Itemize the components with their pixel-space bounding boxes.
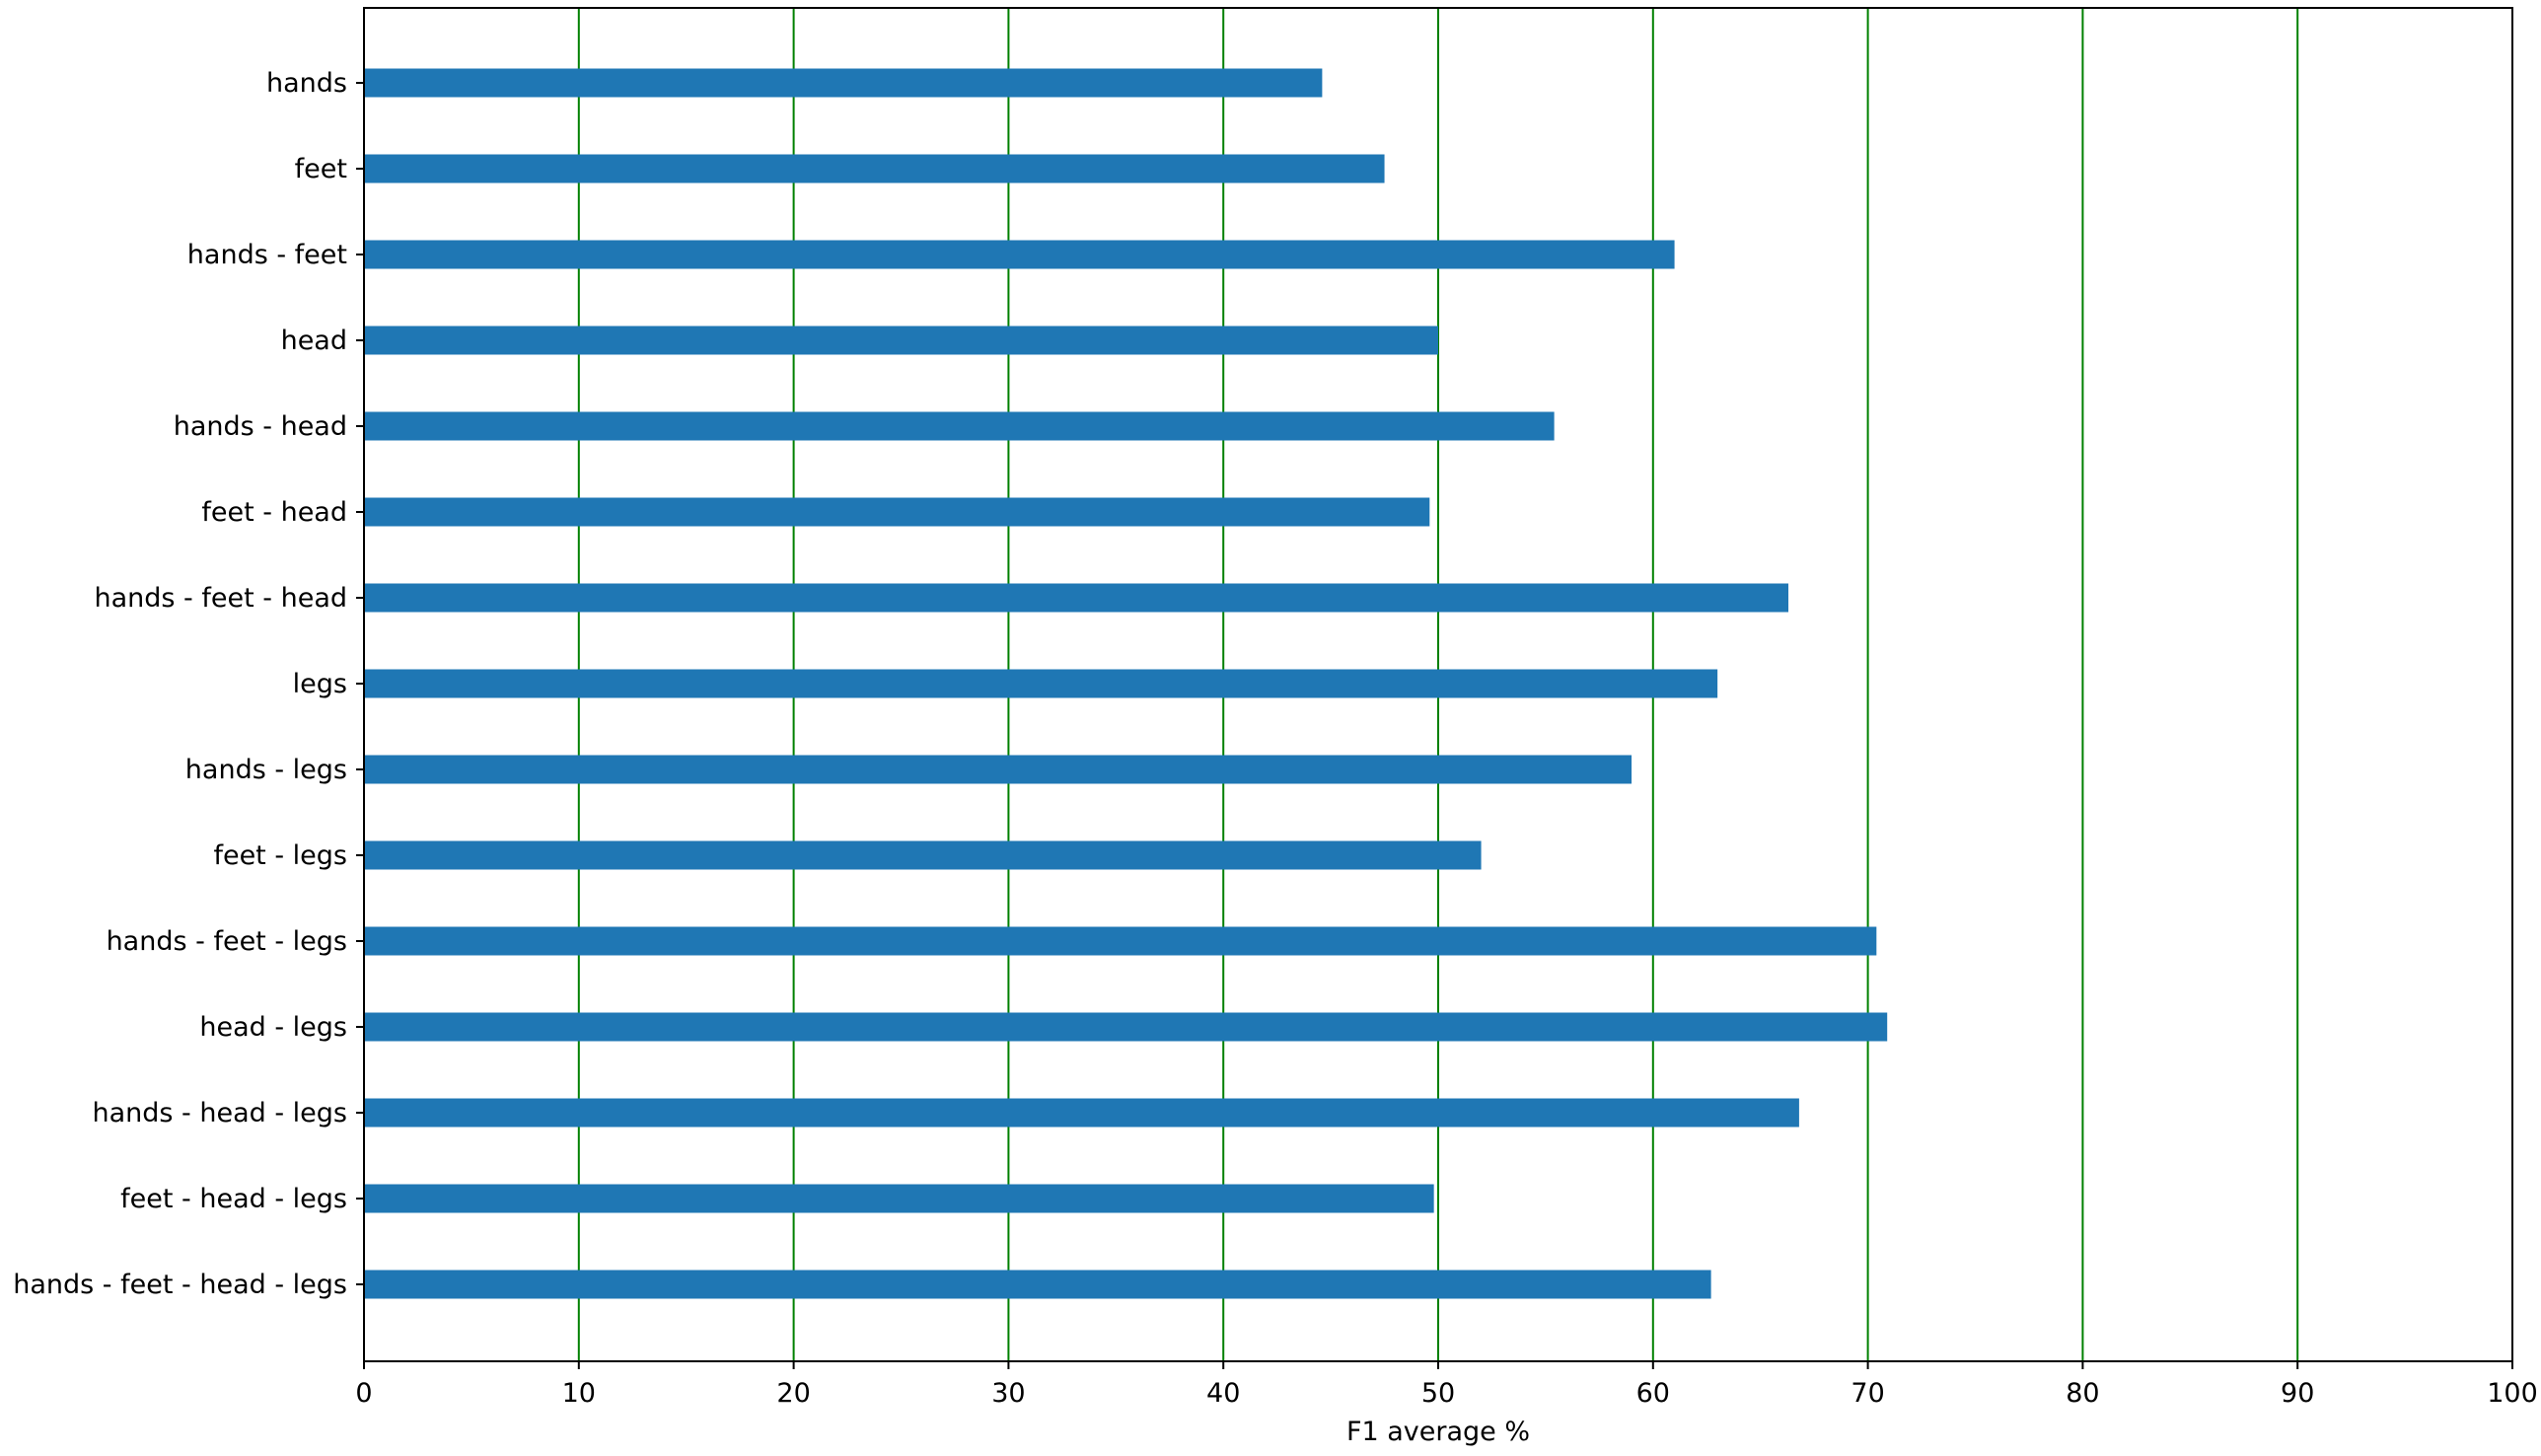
x-tick-label: 0	[355, 1378, 372, 1409]
bar-hands-feet-head-legs	[364, 1270, 1711, 1299]
bar-hands-head	[364, 411, 1555, 441]
y-tick-label: feet	[295, 154, 347, 184]
bar-legs	[364, 669, 1718, 698]
y-tick-label: hands - legs	[185, 755, 347, 785]
x-tick-label: 50	[1421, 1378, 1455, 1409]
plot-frame	[363, 7, 2513, 1362]
y-tick-label: hands - feet	[187, 240, 347, 270]
bar-feet-head	[364, 497, 1430, 527]
y-tick-label: hands - feet - legs	[107, 926, 347, 957]
x-tick-label: 10	[562, 1378, 596, 1409]
x-axis-label: F1 average %	[1346, 1417, 1530, 1447]
y-tick-label: feet - legs	[213, 840, 347, 871]
y-tick-label: legs	[293, 669, 347, 699]
bar-hands-head-legs	[364, 1098, 1799, 1128]
y-tick-label: hands - feet - head	[94, 583, 347, 614]
bar-hands	[364, 68, 1323, 98]
bar-feet	[364, 154, 1385, 183]
x-tick-label: 30	[991, 1378, 1025, 1409]
y-tick-label: feet - head - legs	[120, 1184, 347, 1214]
y-tick-label: hands - head	[174, 411, 347, 442]
y-tick-label: hands - feet - head - legs	[13, 1270, 347, 1300]
x-tick-label: 70	[1851, 1378, 1884, 1409]
bar-head	[364, 326, 1438, 355]
bar-hands-feet	[364, 240, 1675, 269]
bars-layer	[364, 68, 1888, 1299]
bar-head-legs	[364, 1012, 1888, 1042]
y-tick-label: hands - head - legs	[92, 1098, 347, 1128]
x-tick-label: 100	[2487, 1378, 2538, 1409]
y-tick-label: hands	[266, 68, 347, 99]
bar-feet-legs	[364, 840, 1482, 870]
y-tick-label: head - legs	[199, 1012, 347, 1043]
bar-feet-head-legs	[364, 1184, 1434, 1213]
labels-layer: hands feet hands - feet head hands - head fee…	[13, 68, 2538, 1409]
axes-layer	[356, 7, 2513, 1369]
x-tick-label: 80	[2066, 1378, 2099, 1409]
bar-hands-feet-legs	[364, 926, 1877, 956]
bar-hands-feet-head	[364, 583, 1789, 613]
x-tick-label: 90	[2281, 1378, 2314, 1409]
bar-hands-legs	[364, 755, 1633, 784]
y-tick-label: feet - head	[201, 497, 347, 528]
x-tick-label: 40	[1206, 1378, 1240, 1409]
y-tick-label: head	[281, 326, 347, 356]
x-tick-label: 20	[776, 1378, 810, 1409]
x-tick-label: 60	[1636, 1378, 1670, 1409]
